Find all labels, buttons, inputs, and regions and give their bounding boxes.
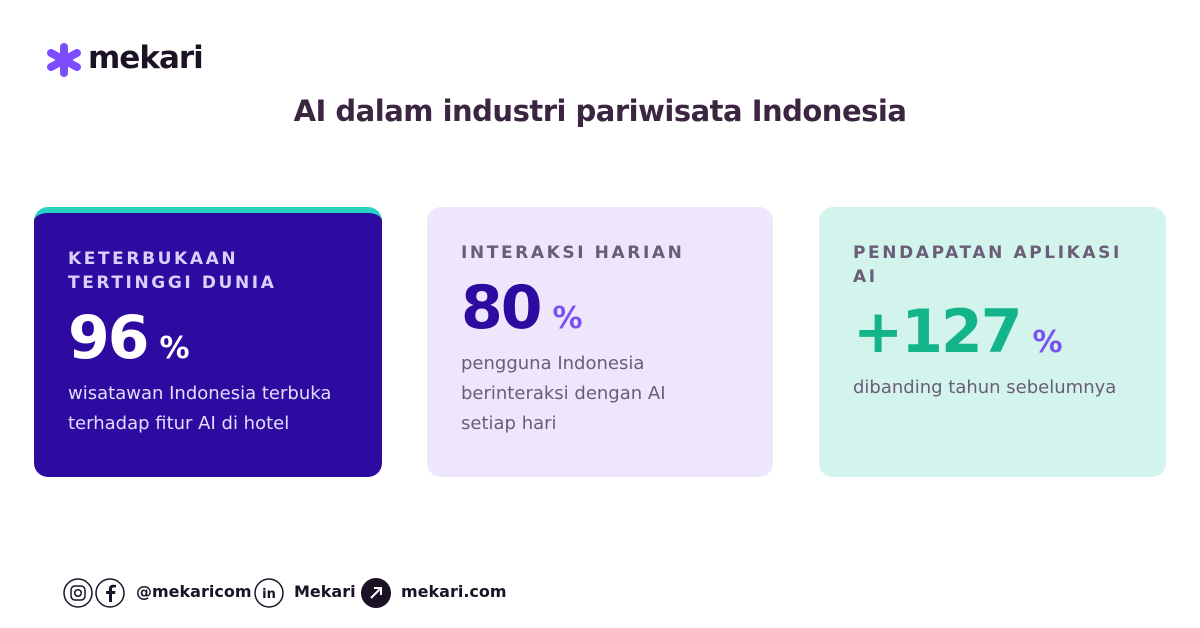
card-label: INTERAKSI HARIAN xyxy=(461,241,739,265)
stat-unit: % xyxy=(1032,325,1063,360)
description-line: terhadap fitur AI di hotel xyxy=(68,413,290,434)
stat-card: PENDAPATAN APLIKASI AI +127% dibanding tahu… xyxy=(819,207,1166,477)
label-line: AI xyxy=(853,267,878,287)
svg-text:in: in xyxy=(262,587,276,602)
stat-value: 80 xyxy=(461,273,542,343)
footer-handle[interactable]: @mekaricom xyxy=(136,582,252,601)
stat: 96% xyxy=(68,303,348,375)
label-line: TERTINGGI DUNIA xyxy=(68,273,277,293)
label-line: INTERAKSI HARIAN xyxy=(461,243,685,263)
stat-unit: % xyxy=(159,331,190,366)
card-description: dibanding tahun sebelumnya xyxy=(853,373,1132,403)
label-line: KETERBUKAAN xyxy=(68,249,239,269)
stat-unit: % xyxy=(552,301,583,336)
stat: 80% xyxy=(461,273,739,345)
card-description: wisatawan Indonesia terbuka terhadap fitu… xyxy=(68,379,348,439)
card-label: KETERBUKAAN TERTINGGI DUNIA xyxy=(68,247,348,295)
logo: mekari xyxy=(88,40,204,76)
label-line: PENDAPATAN APLIKASI xyxy=(853,243,1122,263)
footer-linkedin[interactable]: Mekari xyxy=(294,582,356,601)
stat: +127% xyxy=(853,297,1132,369)
description-line: berinteraksi dengan AI xyxy=(461,383,666,404)
stat-value: 96 xyxy=(68,303,149,373)
stat-card: KETERBUKAAN TERTINGGI DUNIA 96% wisatawan I… xyxy=(34,207,382,477)
description-line: pengguna Indonesia xyxy=(461,353,645,374)
card-description: pengguna Indonesia berinteraksi dengan AI… xyxy=(461,349,739,439)
logo-icon xyxy=(47,43,81,77)
description-line: wisatawan Indonesia terbuka xyxy=(68,383,332,404)
title: AI dalam industri pariwisata Indonesia xyxy=(293,94,907,128)
footer-website[interactable]: mekari.com xyxy=(401,582,507,601)
card-label: PENDAPATAN APLIKASI AI xyxy=(853,241,1132,289)
description-line: setiap hari xyxy=(461,413,557,434)
description-line: dibanding tahun sebelumnya xyxy=(853,377,1117,398)
social-icons: in xyxy=(63,578,391,608)
stat-card: INTERAKSI HARIAN 80% pengguna Indonesia ber… xyxy=(427,207,773,477)
stat-value: +127 xyxy=(853,297,1023,367)
